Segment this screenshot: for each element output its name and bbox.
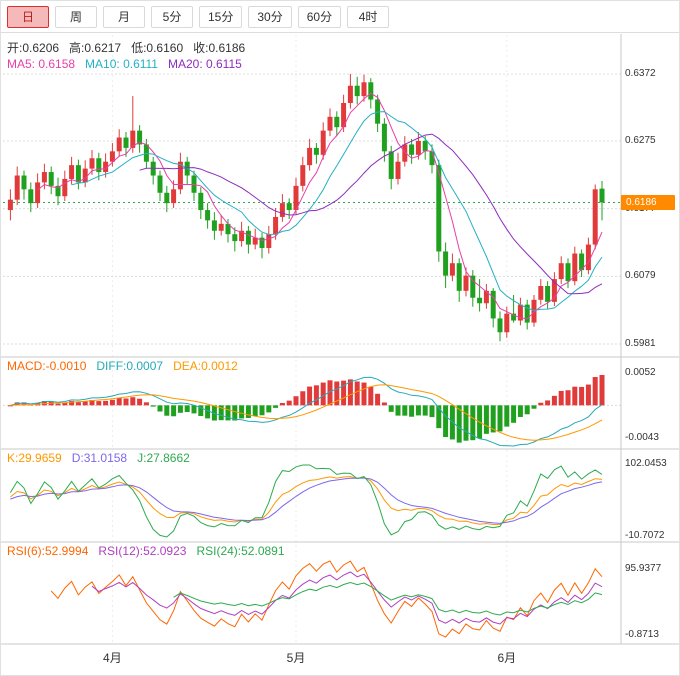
price-axis-label: 0.6275: [625, 135, 656, 146]
price-axis-label: 0.5981: [625, 338, 656, 349]
rsi-axis-min: -0.8713: [625, 629, 659, 640]
rsi6-value: RSI(6):52.9994: [7, 544, 89, 558]
xaxis-month-label: 6月: [497, 651, 517, 665]
tab-5min[interactable]: 5分: [151, 5, 193, 28]
dea-value: DEA:0.0012: [173, 359, 238, 373]
low-value: 低:0.6160: [131, 41, 184, 55]
xaxis-month-label: 4月: [103, 651, 122, 665]
ma-info: MA5: 0.6158 MA10: 0.6111 MA20: 0.6115: [7, 57, 242, 71]
d-value: D:31.0158: [71, 451, 128, 465]
k-value: K:29.9659: [7, 451, 62, 465]
current-price-badge: 0.6186: [621, 195, 675, 210]
macd-axis-min: -0.0043: [625, 432, 659, 443]
macd-info: MACD:-0.0010 DIFF:0.0007 DEA:0.0012: [7, 359, 238, 373]
open-value: 开:0.6206: [7, 41, 60, 55]
high-value: 高:0.6217: [69, 41, 122, 55]
ma20-value: MA20: 0.6115: [167, 57, 242, 71]
kdj-axis-max: 102.0453: [625, 458, 667, 469]
tab-month[interactable]: 月: [103, 5, 145, 28]
ohlc-info: 开:0.6206 高:0.6217 低:0.6160 收:0.6186: [7, 39, 245, 56]
tab-15min[interactable]: 15分: [199, 5, 243, 28]
tab-week[interactable]: 周: [55, 5, 97, 28]
rsi-info: RSI(6):52.9994 RSI(12):52.0923 RSI(24):5…: [7, 544, 285, 558]
tab-4hour[interactable]: 4时: [347, 5, 390, 28]
price-axis-label: 0.6079: [625, 270, 656, 281]
ma10-value: MA10: 0.6111: [85, 57, 158, 71]
tab-day[interactable]: 日: [7, 5, 49, 28]
close-value: 收:0.6186: [193, 41, 246, 55]
rsi-axis-max: 95.9377: [625, 563, 662, 574]
tab-60min[interactable]: 60分: [297, 5, 342, 28]
j-value: J:27.8662: [137, 451, 190, 465]
rsi24-value: RSI(24):52.0891: [196, 544, 285, 558]
kdj-info: K:29.9659 D:31.0158 J:27.8662: [7, 451, 190, 465]
period-toolbar: 日 周 月 5分 15分 30分 60分 4时: [1, 1, 679, 33]
rsi12-value: RSI(12):52.0923: [98, 544, 187, 558]
price-axis-label: 0.6372: [625, 68, 656, 79]
diff-value: DIFF:0.0007: [96, 359, 164, 373]
ma5-value: MA5: 0.6158: [7, 57, 76, 71]
tab-30min[interactable]: 30分: [248, 5, 292, 28]
macd-value: MACD:-0.0010: [7, 359, 87, 373]
xaxis-month-label: 5月: [286, 651, 306, 665]
kdj-axis-min: -10.7072: [625, 530, 665, 541]
macd-axis-max: 0.0052: [625, 367, 656, 378]
